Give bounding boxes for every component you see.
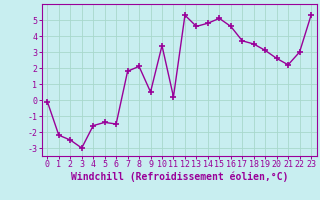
X-axis label: Windchill (Refroidissement éolien,°C): Windchill (Refroidissement éolien,°C)	[70, 172, 288, 182]
